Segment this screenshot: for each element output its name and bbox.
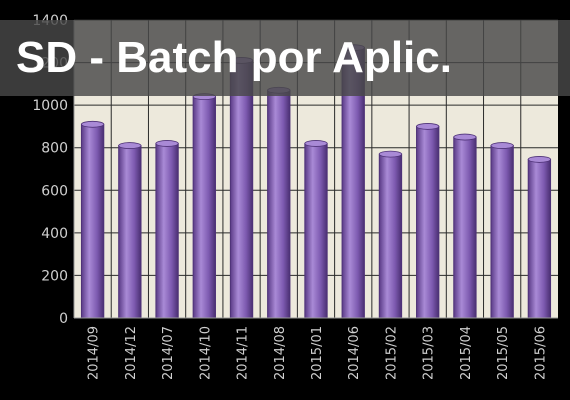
bar-top-cap bbox=[379, 151, 401, 157]
bar-2015/06 bbox=[528, 156, 550, 318]
bar bbox=[119, 146, 141, 318]
bar-2015/01 bbox=[305, 140, 327, 318]
x-tick-label: 2014/08 bbox=[273, 326, 288, 380]
x-tick-label: 2015/01 bbox=[310, 326, 325, 380]
x-tick-label: 2015/06 bbox=[533, 326, 548, 380]
x-axis-ticks: 2014/09 2014/12 2014/07 2014/10 2014/11 2014/… bbox=[87, 326, 549, 380]
bar-top-cap bbox=[454, 134, 476, 140]
bar bbox=[193, 97, 215, 318]
bar bbox=[156, 143, 178, 318]
bar-2015/02 bbox=[379, 151, 401, 318]
bar bbox=[379, 154, 401, 318]
x-tick-label: 2014/12 bbox=[124, 326, 139, 380]
x-tick-label: 2014/11 bbox=[236, 326, 251, 380]
y-tick-label: 400 bbox=[41, 226, 68, 242]
bar bbox=[230, 60, 252, 318]
x-tick-label: 2015/02 bbox=[384, 326, 399, 380]
bar-2014/08 bbox=[268, 87, 290, 318]
bar-top-cap bbox=[156, 140, 178, 146]
bar-2014/10 bbox=[193, 94, 215, 318]
x-tick-label: 2014/06 bbox=[347, 326, 362, 380]
bar bbox=[454, 137, 476, 318]
bar-2014/07 bbox=[156, 140, 178, 318]
bar-2015/04 bbox=[454, 134, 476, 318]
bar bbox=[81, 124, 103, 318]
bar bbox=[268, 90, 290, 318]
bar bbox=[528, 159, 550, 318]
x-tick-label: 2014/09 bbox=[87, 326, 102, 380]
bar-top-cap bbox=[417, 123, 439, 129]
y-tick-label: 800 bbox=[41, 141, 68, 157]
bar-2014/12 bbox=[119, 143, 141, 318]
bar-2014/11 bbox=[230, 57, 252, 318]
y-tick-label: 0 bbox=[59, 311, 68, 327]
bar-2015/03 bbox=[417, 123, 439, 318]
bar-top-cap bbox=[81, 121, 103, 127]
x-tick-label: 2014/10 bbox=[198, 326, 213, 380]
bar-top-cap bbox=[491, 143, 513, 149]
x-tick-label: 2014/07 bbox=[161, 326, 176, 380]
x-tick-label: 2015/03 bbox=[422, 326, 437, 380]
x-tick-label: 2015/05 bbox=[496, 326, 511, 380]
x-tick-label: 2015/04 bbox=[459, 326, 474, 380]
bar-2014/09 bbox=[81, 121, 103, 318]
bar-top-cap bbox=[305, 140, 327, 146]
bar bbox=[417, 126, 439, 318]
bar bbox=[491, 146, 513, 318]
y-tick-label: 600 bbox=[41, 183, 68, 199]
bar-top-cap bbox=[119, 143, 141, 149]
bar-2015/05 bbox=[491, 143, 513, 318]
y-tick-label: 200 bbox=[41, 268, 68, 284]
bar bbox=[305, 143, 327, 318]
chart-title: SD - Batch por Aplic. bbox=[16, 26, 452, 90]
bar-top-cap bbox=[528, 156, 550, 162]
y-tick-label: 1000 bbox=[32, 98, 68, 114]
